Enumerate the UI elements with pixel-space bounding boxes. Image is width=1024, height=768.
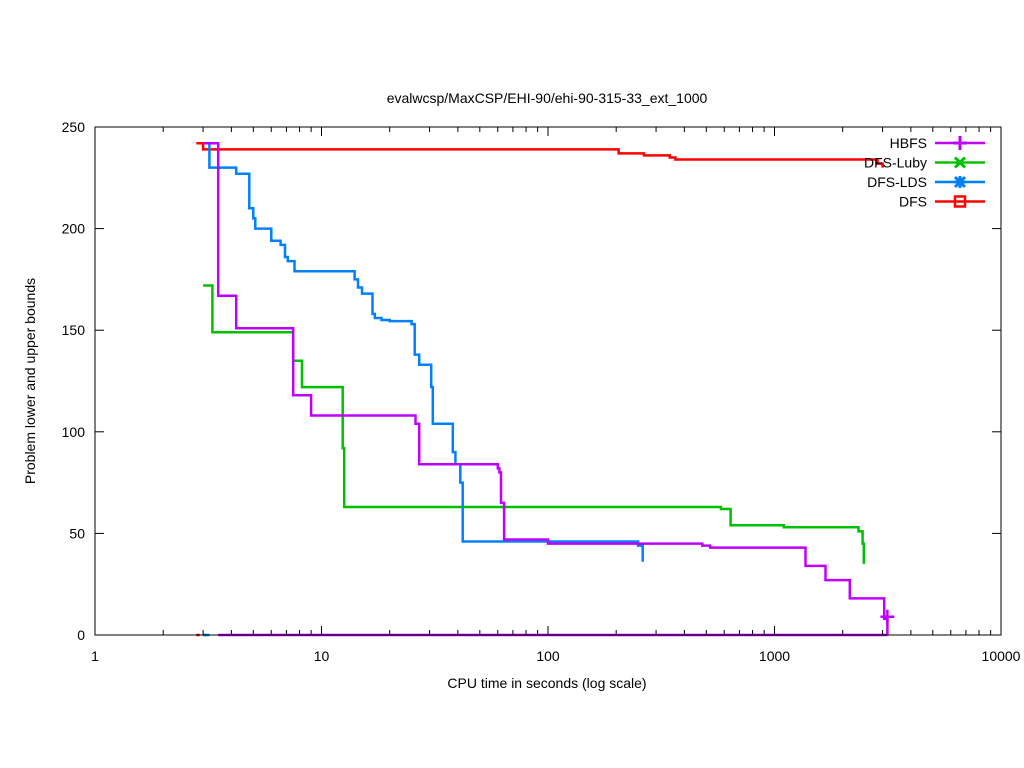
x-tick-label: 10000 (982, 648, 1021, 664)
series-hbfs-end-marker (880, 609, 895, 624)
legend: HBFS DFS-Luby DFS-LDS DFS (864, 135, 985, 210)
series-layer (196, 142, 895, 637)
y-tick-label: 0 (77, 627, 85, 643)
x-tick-label: 10 (314, 648, 330, 664)
x-axis-label: CPU time in seconds (log scale) (447, 675, 646, 691)
legend-item-dfs: DFS (899, 194, 985, 210)
legend-label: DFS (899, 194, 927, 210)
legend-star-marker-icon (953, 175, 967, 189)
y-tick-label: 250 (62, 119, 86, 135)
legend-item-hbfs: HBFS (890, 135, 985, 151)
ticks-layer: 0 50 100 150 200 250 1 10 100 1000 10000 (62, 119, 1021, 664)
legend-square-marker-icon (953, 195, 967, 208)
legend-item-dfs-luby: DFS-Luby (864, 155, 985, 171)
y-tick-label: 150 (62, 322, 86, 338)
x-tick-label: 1000 (759, 648, 790, 664)
x-tick-label: 1 (91, 648, 99, 664)
y-tick-label: 200 (62, 221, 86, 237)
series-hbfs-upper-line (203, 142, 889, 635)
series-dfs-lds-upper-line (203, 142, 644, 562)
legend-label: DFS-LDS (867, 174, 927, 190)
legend-label: HBFS (890, 135, 927, 151)
series-dfs-upper-line (196, 142, 884, 168)
y-tick-label: 50 (69, 525, 85, 541)
y-axis-label: Problem lower and upper bounds (22, 278, 38, 484)
x-tick-label: 100 (536, 648, 560, 664)
legend-item-dfs-lds: DFS-LDS (867, 174, 985, 190)
legend-x-marker-icon (953, 156, 967, 169)
chart-title: evalwcsp/MaxCSP/EHI-90/ehi-90-315-33_ext… (387, 90, 708, 106)
legend-plus-marker-icon (953, 136, 967, 150)
y-tick-label: 100 (62, 424, 86, 440)
legend-label: DFS-Luby (864, 155, 927, 171)
